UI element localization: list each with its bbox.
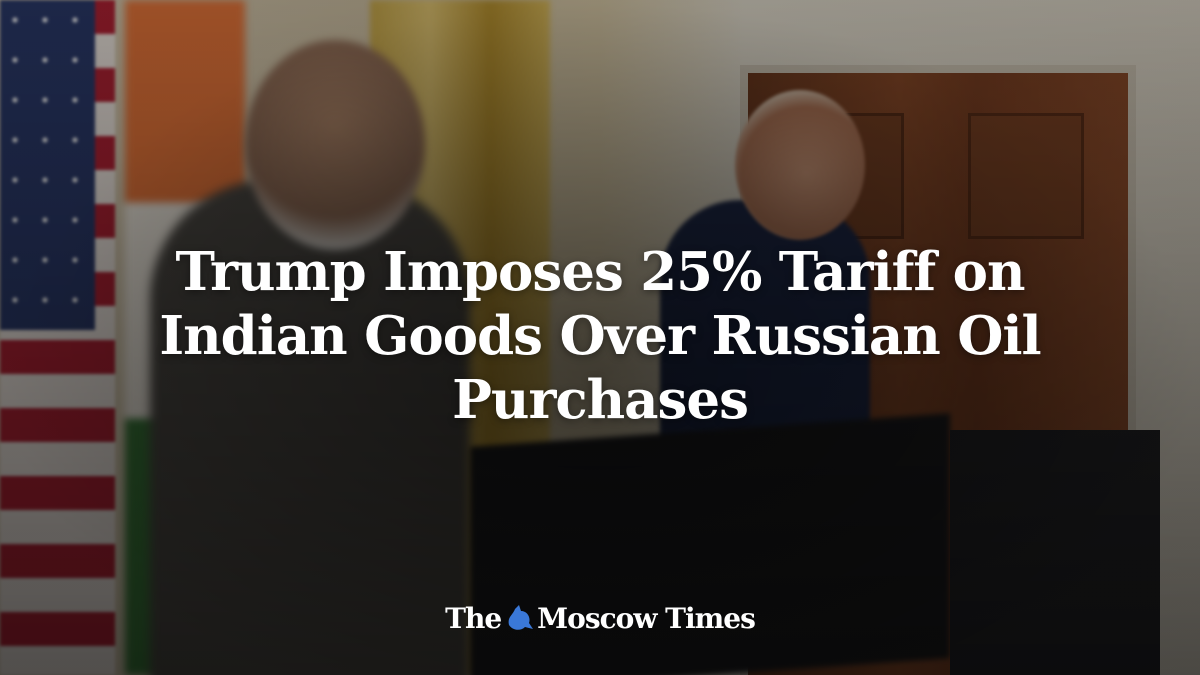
logo-text-moscow-times: Moscow Times [537,602,756,635]
logo-text-the: The [445,602,502,635]
moscow-times-logo: The Moscow Times [0,602,1200,635]
st-george-emblem-icon [508,605,534,630]
headline: Trump Imposes 25% Tariff on Indian Goods… [159,241,1041,431]
